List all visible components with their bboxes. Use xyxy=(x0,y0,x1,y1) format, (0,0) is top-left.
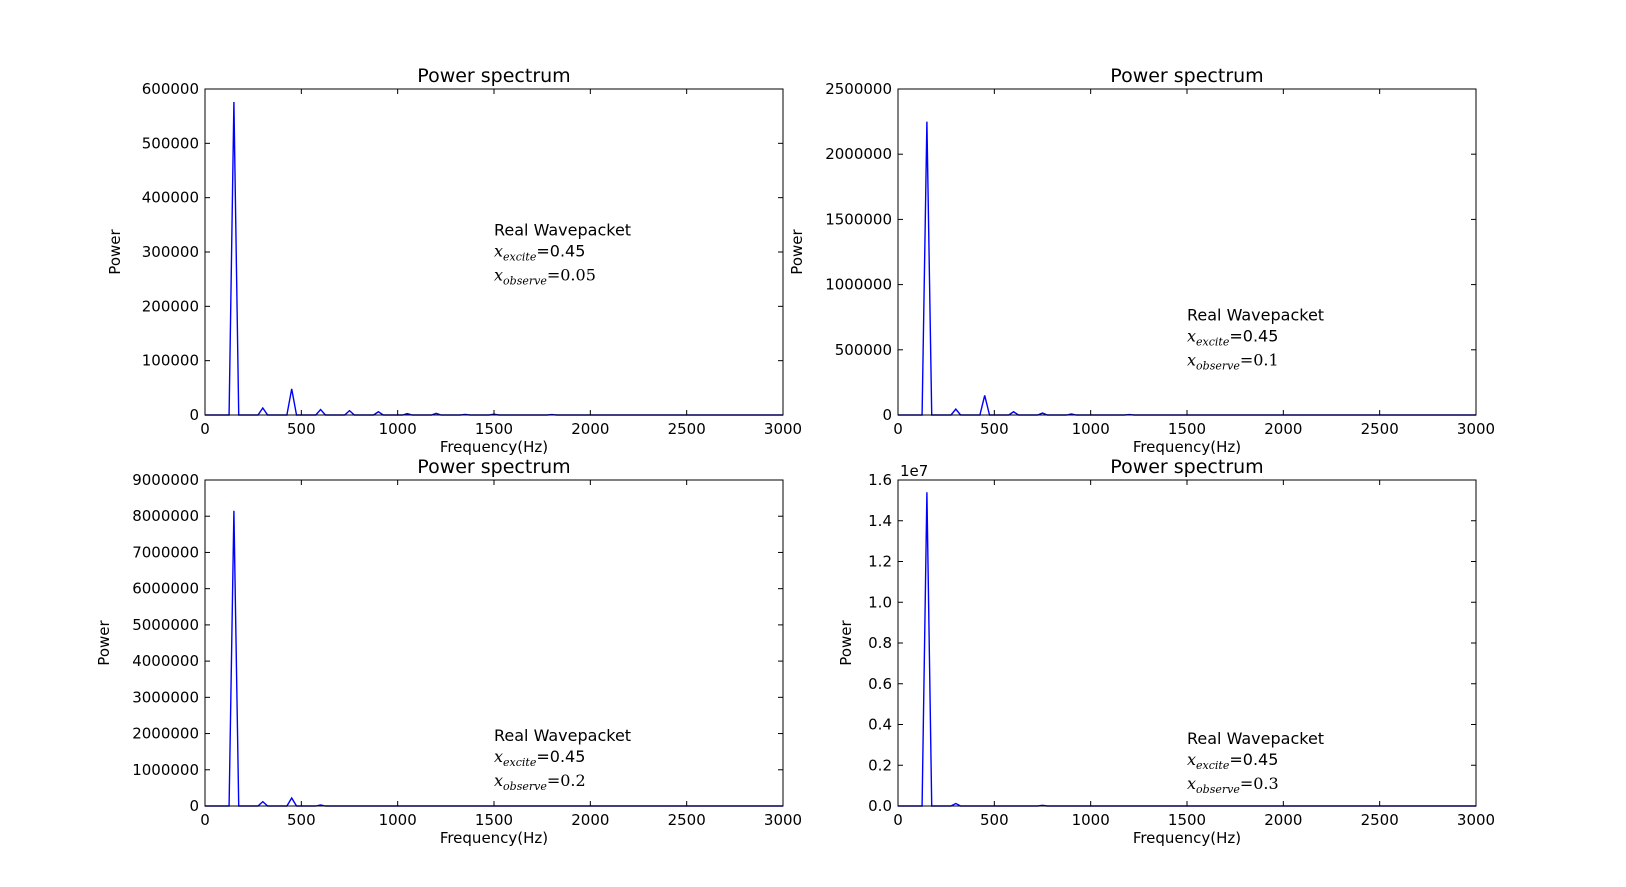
annotation-observe: xobserve=0.3 xyxy=(1187,774,1279,796)
x-tick-label: 0 xyxy=(893,420,903,438)
subplot-4: 0 500 1000 1500 2000 2500 3000 0.0 0.2 0.4 0.6 0.8 1… xyxy=(837,456,1495,847)
annotation-excite: xexcite=0.45 xyxy=(1187,750,1278,772)
x-tick-label: 3000 xyxy=(1457,420,1495,438)
y-tick-label: 3000000 xyxy=(132,688,199,706)
subplot-2: 0 500 1000 1500 2000 2500 3000 0 500000 1000000 15… xyxy=(788,65,1495,456)
x-tick-label: 1500 xyxy=(1168,420,1206,438)
y-tick-label: 2000000 xyxy=(825,145,892,163)
subplot-3: 0 500 1000 1500 2000 2500 3000 0 1000000 2000000 3… xyxy=(95,456,802,847)
y-tick-label: 400000 xyxy=(142,189,199,207)
annotation-title: Real Wavepacket xyxy=(1187,305,1324,324)
annotation-excite: xexcite=0.45 xyxy=(1187,326,1278,348)
y-tick-label: 200000 xyxy=(142,297,199,315)
x-tick-label: 1000 xyxy=(1072,811,1110,829)
x-tick-label: 2000 xyxy=(571,420,609,438)
annotation-title: Real Wavepacket xyxy=(494,221,631,240)
x-tick-label: 2000 xyxy=(1264,420,1302,438)
chart-title: Power spectrum xyxy=(417,65,570,87)
y-tick-label: 0 xyxy=(189,406,199,424)
x-tick-label: 500 xyxy=(287,811,316,829)
x-tick-label: 2500 xyxy=(1361,420,1399,438)
y-tick-label: 0 xyxy=(882,406,892,424)
x-tick-label: 500 xyxy=(980,811,1009,829)
y-tick-label: 8000000 xyxy=(132,507,199,525)
y-tick-label: 600000 xyxy=(142,80,199,98)
annotation-observe: xobserve=0.1 xyxy=(1187,350,1279,372)
y-tick-label: 7000000 xyxy=(132,543,199,561)
x-tick-label: 3000 xyxy=(764,811,802,829)
x-axis-label: Frequency(Hz) xyxy=(1133,438,1241,456)
x-tick-label: 2000 xyxy=(571,811,609,829)
x-tick-label: 1000 xyxy=(379,811,417,829)
x-axis-label: Frequency(Hz) xyxy=(440,829,548,847)
x-tick-label: 500 xyxy=(287,420,316,438)
series-line xyxy=(898,121,1476,416)
subplot-1: 0 500 1000 1500 2000 2500 3000 0 100000 200000 300… xyxy=(106,65,802,456)
y-tick-label: 9000000 xyxy=(132,471,199,489)
y-tick-label: 5000000 xyxy=(132,616,199,634)
x-axis-label: Frequency(Hz) xyxy=(440,438,548,456)
y-tick-label: 4000000 xyxy=(132,652,199,670)
x-tick-label: 2500 xyxy=(668,811,706,829)
chart-title: Power spectrum xyxy=(417,456,570,478)
y-tick-label: 300000 xyxy=(142,243,199,261)
x-tick-label: 2000 xyxy=(1264,811,1302,829)
annotation-excite: xexcite=0.45 xyxy=(494,747,585,769)
annotation-observe: xobserve=0.2 xyxy=(494,771,586,793)
y-tick-label: 2000000 xyxy=(132,725,199,743)
y-tick-label: 1.0 xyxy=(868,593,892,611)
y-axis-label: Power xyxy=(106,228,124,274)
y-tick-label: 500000 xyxy=(835,341,892,359)
x-tick-label: 2500 xyxy=(668,420,706,438)
y-axis-label: Power xyxy=(95,619,113,665)
annotation-title: Real Wavepacket xyxy=(1187,729,1324,748)
x-axis-label: Frequency(Hz) xyxy=(1133,829,1241,847)
x-tick-label: 0 xyxy=(200,420,210,438)
y-tick-label: 1.6 xyxy=(868,471,892,489)
x-tick-label: 2500 xyxy=(1361,811,1399,829)
chart-title: Power spectrum xyxy=(1110,65,1263,87)
annotation-title: Real Wavepacket xyxy=(494,726,631,745)
y-tick-label: 1.4 xyxy=(868,512,892,530)
y-axis-label: Power xyxy=(837,619,855,665)
y-offset-label: 1e7 xyxy=(900,462,928,480)
y-tick-label: 2500000 xyxy=(825,80,892,98)
x-tick-label: 3000 xyxy=(1457,811,1495,829)
y-tick-label: 1.2 xyxy=(868,553,892,571)
x-tick-label: 1000 xyxy=(379,420,417,438)
y-axis-label: Power xyxy=(788,228,806,274)
x-tick-label: 0 xyxy=(893,811,903,829)
x-tick-label: 1500 xyxy=(475,811,513,829)
x-tick-label: 3000 xyxy=(764,420,802,438)
y-tick-label: 1500000 xyxy=(825,210,892,228)
y-tick-label: 6000000 xyxy=(132,580,199,598)
y-tick-label: 0.6 xyxy=(868,675,892,693)
y-tick-label: 0 xyxy=(189,797,199,815)
x-tick-label: 1500 xyxy=(1168,811,1206,829)
y-tick-label: 0.2 xyxy=(868,756,892,774)
y-tick-label: 100000 xyxy=(142,352,199,370)
x-tick-label: 1000 xyxy=(1072,420,1110,438)
y-tick-label: 500000 xyxy=(142,134,199,152)
y-tick-label: 1000000 xyxy=(132,761,199,779)
y-tick-label: 0.4 xyxy=(868,716,892,734)
chart-title: Power spectrum xyxy=(1110,456,1263,478)
y-tick-label: 1000000 xyxy=(825,276,892,294)
y-tick-label: 0.0 xyxy=(868,797,892,815)
annotation-excite: xexcite=0.45 xyxy=(494,242,585,264)
x-tick-label: 500 xyxy=(980,420,1009,438)
x-tick-label: 1500 xyxy=(475,420,513,438)
x-tick-label: 0 xyxy=(200,811,210,829)
annotation-observe: xobserve=0.05 xyxy=(494,266,596,288)
y-tick-label: 0.8 xyxy=(868,634,892,652)
